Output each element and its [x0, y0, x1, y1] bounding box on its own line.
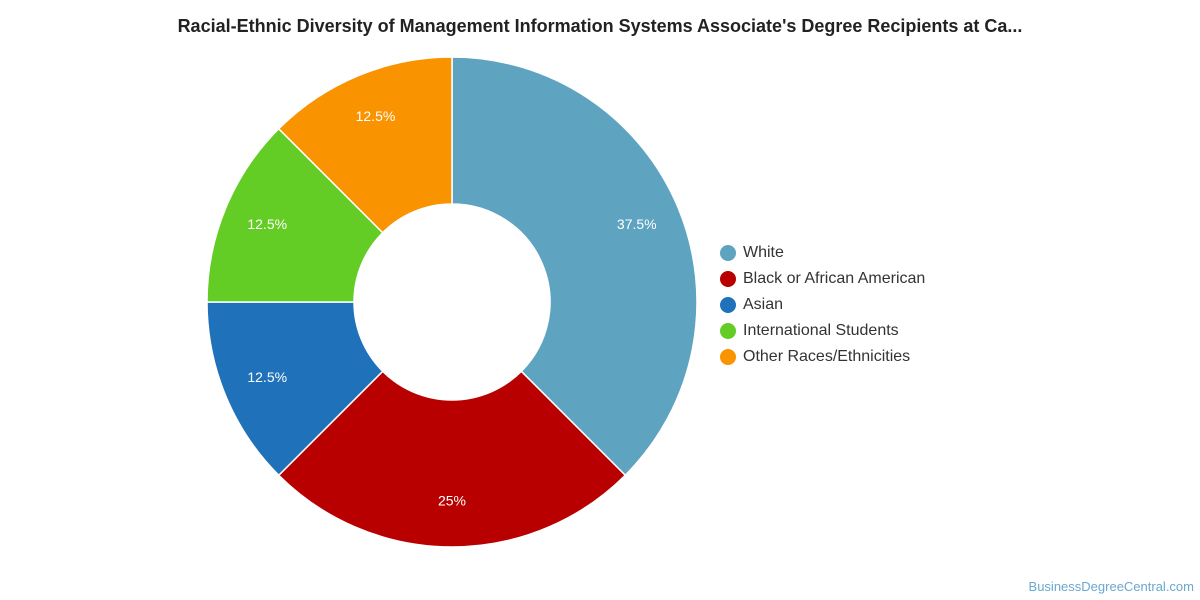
legend-label: International Students	[743, 322, 899, 339]
legend-label: Asian	[743, 296, 784, 313]
legend-item[interactable]: Asian	[720, 292, 925, 318]
legend-item[interactable]: Other Races/Ethnicities	[720, 344, 925, 370]
slice-value-label: 25%	[438, 493, 466, 509]
legend-item[interactable]: White	[720, 240, 925, 266]
pie-slice[interactable]	[451, 56, 698, 477]
legend-swatch	[720, 323, 736, 339]
chart-legend: White Black or African American Asian Inter…	[720, 240, 925, 370]
source-credit[interactable]: BusinessDegreeCentral.com	[1028, 579, 1194, 594]
slice-value-label: 37.5%	[617, 216, 657, 232]
legend-item[interactable]: Black or African American	[720, 266, 925, 292]
legend-label: White	[743, 244, 784, 261]
legend-label: Other Races/Ethnicities	[743, 348, 911, 365]
pie-slice[interactable]	[277, 370, 627, 548]
legend-label: Black or African American	[743, 270, 926, 287]
pie-slice[interactable]	[277, 56, 453, 234]
legend-swatch	[720, 297, 736, 313]
legend-swatch	[720, 245, 736, 261]
legend-item[interactable]: International Students	[720, 318, 925, 344]
pie-slice[interactable]	[206, 301, 384, 477]
slice-value-label: 12.5%	[247, 216, 287, 232]
pie-slice[interactable]	[206, 127, 384, 303]
legend-swatch	[720, 271, 736, 287]
slice-value-label: 12.5%	[356, 108, 396, 124]
legend-swatch	[720, 349, 736, 365]
slice-value-label: 12.5%	[247, 369, 287, 385]
chart-title: Racial-Ethnic Diversity of Management In…	[177, 16, 1023, 36]
